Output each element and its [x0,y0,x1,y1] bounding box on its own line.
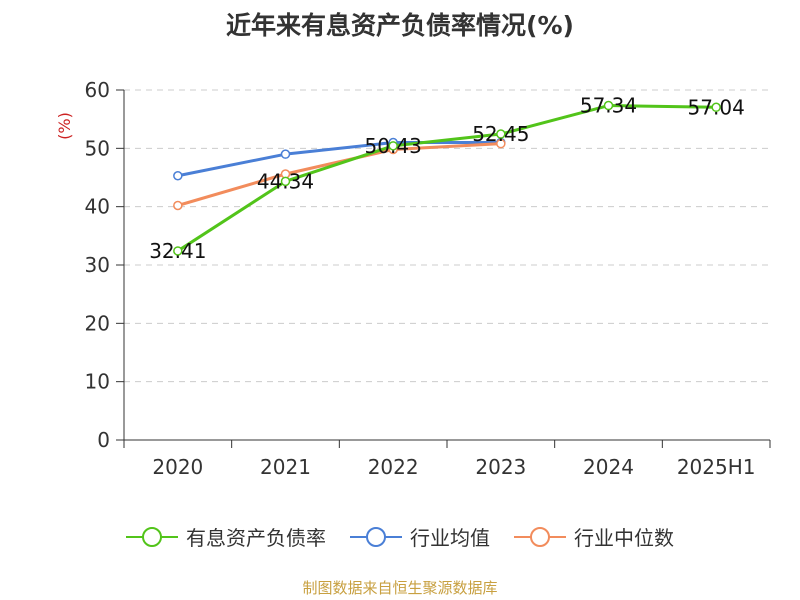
data-point[interactable] [496,129,506,139]
chart-title: 近年来有息资产负债率情况(%) [226,11,574,40]
x-tick-label: 2025H1 [677,455,756,479]
x-tick-label: 2021 [260,455,311,479]
data-label: 32.41 [149,239,206,263]
series-line-1 [177,141,501,178]
data-label: 50.43 [365,134,422,158]
legend-item-0[interactable]: 有息资产负债率 [126,522,326,551]
data-point[interactable] [496,138,506,149]
series-line-2 [177,142,501,207]
y-tick-label: 10 [85,370,110,394]
data-point[interactable] [280,176,291,187]
x-tick-label: 2022 [368,455,419,479]
legend-label: 行业中位数 [574,526,674,550]
y-tick-label: 0 [97,428,110,452]
legend-label: 行业均值 [410,526,490,550]
x-tick-label: 2024 [583,455,634,479]
legend: 有息资产负债率 行业均值 行业中位数 [0,522,800,551]
series-line-0 [177,104,717,253]
legend-label: 有息资产负债率 [186,526,326,550]
data-point[interactable] [173,200,183,211]
y-tick-label: 40 [85,195,110,219]
y-tick-label: 50 [85,136,110,160]
legend-line-icon [514,526,566,547]
data-point[interactable] [280,149,291,159]
y-axis-label: (%) [55,112,74,140]
data-point[interactable] [388,141,398,151]
data-point[interactable] [603,100,614,111]
x-tick-label: 2020 [152,455,203,479]
data-point[interactable] [173,246,183,256]
data-point[interactable] [711,102,721,113]
legend-item-1[interactable]: 行业均值 [350,522,490,551]
y-tick-label: 60 [85,78,110,102]
data-label: 57.34 [580,94,637,118]
data-label: 52.45 [472,122,529,146]
legend-item-2[interactable]: 行业中位数 [514,522,674,551]
source-note: 制图数据来自恒生聚源数据库 [302,579,498,597]
legend-line-icon [350,526,402,547]
legend-line-icon [126,526,178,547]
data-label: 44.34 [257,169,314,193]
y-tick-label: 30 [85,253,110,277]
data-point[interactable] [173,171,183,181]
data-label: 57.04 [688,95,745,119]
x-tick-label: 2023 [475,455,526,479]
y-tick-label: 20 [85,311,110,335]
